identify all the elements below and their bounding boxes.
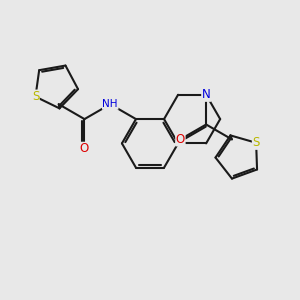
- Text: O: O: [176, 133, 185, 146]
- Text: N: N: [202, 88, 211, 101]
- Text: NH: NH: [103, 99, 118, 109]
- Text: S: S: [32, 90, 39, 103]
- Text: O: O: [80, 142, 89, 155]
- Text: S: S: [252, 136, 260, 149]
